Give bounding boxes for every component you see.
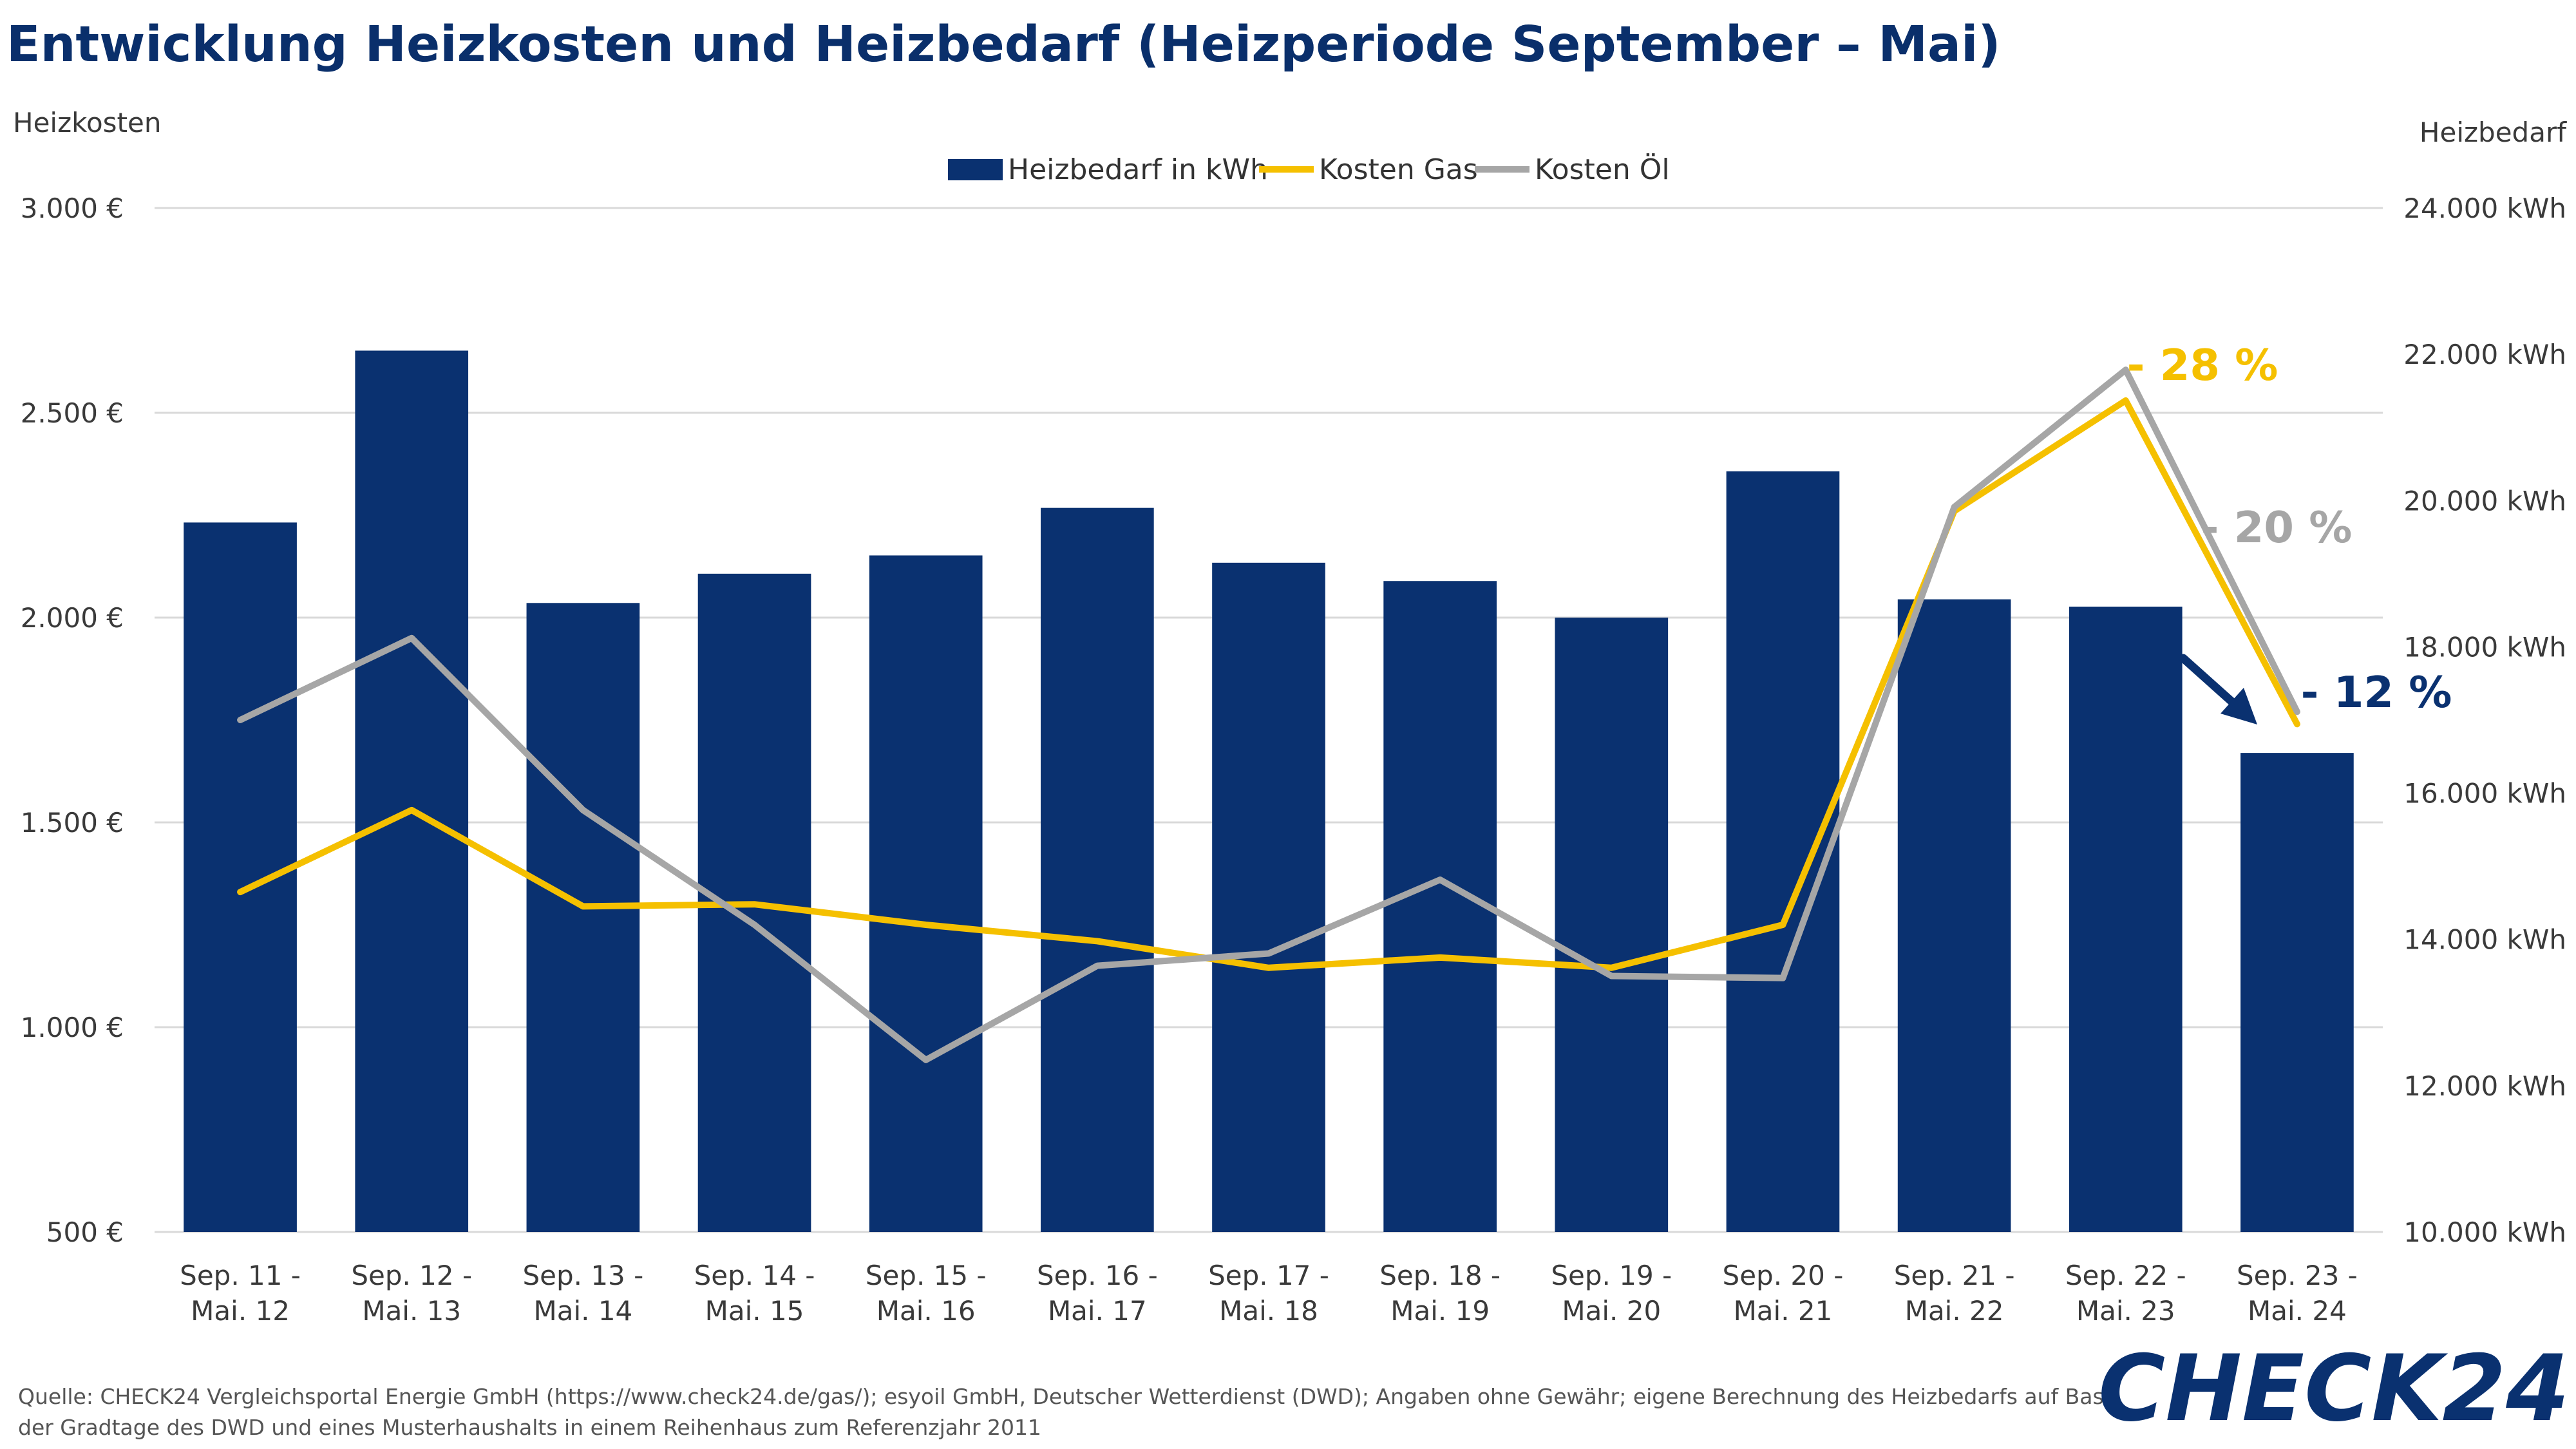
right-tick-label: 22.000 kWh [2403, 339, 2566, 370]
bar [1383, 581, 1497, 1232]
x-axis-ticks: Sep. 11 -Mai. 12 Sep. 12 -Mai. 13 Sep. 13 … [180, 1260, 2358, 1327]
x-tick-label: Sep. 11 -Mai. 12 [180, 1260, 301, 1327]
left-tick-label: 500 € [46, 1217, 124, 1248]
bar [869, 555, 983, 1232]
right-tick-label: 24.000 kWh [2403, 193, 2566, 224]
x-tick-label: Sep. 19 -Mai. 20 [1551, 1260, 1672, 1327]
arrow-icon [2179, 654, 2257, 724]
right-tick-label: 10.000 kWh [2403, 1217, 2566, 1248]
right-axis-ticks: 10.000 kWh 12.000 kWh 14.000 kWh 16.000 kWh… [2403, 193, 2566, 1248]
left-tick-label: 2.500 € [21, 397, 124, 429]
annotation-gas-percent: - 28 % [2127, 340, 2278, 390]
source-line-2: der Gradtage des DWD und eines Musterhau… [18, 1415, 1041, 1440]
x-tick-label: Sep. 20 -Mai. 21 [1723, 1260, 1844, 1327]
left-tick-label: 3.000 € [21, 193, 124, 224]
bar [1726, 471, 1840, 1232]
bar [526, 603, 640, 1232]
x-tick-label: Sep. 14 -Mai. 15 [694, 1260, 815, 1327]
series-line [237, 366, 2300, 1063]
annotation-heizbedarf-percent: - 12 % [2301, 667, 2452, 717]
bar [1212, 562, 1325, 1232]
right-tick-label: 16.000 kWh [2403, 778, 2566, 810]
bar [2069, 606, 2183, 1232]
bar [2240, 753, 2354, 1232]
x-tick-label: Sep. 21 -Mai. 22 [1894, 1260, 2015, 1327]
cost-lines [237, 366, 2300, 1063]
left-tick-label: 1.500 € [21, 807, 124, 838]
bar [1555, 618, 1669, 1232]
left-tick-label: 2.000 € [21, 602, 124, 634]
x-tick-label: Sep. 23 -Mai. 24 [2237, 1260, 2358, 1327]
source-line-1: Quelle: CHECK24 Vergleichsportal Energie… [18, 1384, 2121, 1409]
check24-logo: CHECK24 [2098, 1336, 2570, 1442]
bar [1897, 599, 2011, 1232]
chart-title: Entwicklung Heizkosten und Heizbedarf (H… [6, 16, 2001, 73]
legend: Heizbedarf in kWh Kosten Gas Kosten Öl [948, 153, 1670, 186]
x-tick-label: Sep. 17 -Mai. 18 [1208, 1260, 1329, 1327]
legend-label: Kosten Gas [1319, 153, 1478, 186]
bars-heizbedarf [184, 350, 2354, 1233]
legend-label: Heizbedarf in kWh [1008, 153, 1268, 186]
x-tick-label: Sep. 16 -Mai. 17 [1037, 1260, 1158, 1327]
bar [355, 350, 469, 1232]
right-tick-label: 18.000 kWh [2403, 631, 2566, 663]
right-tick-label: 20.000 kWh [2403, 485, 2566, 516]
right-axis-title: Heizbedarf [2420, 117, 2567, 148]
legend-label: Kosten Öl [1535, 153, 1670, 186]
annotation-oil-percent: - 20 % [2201, 502, 2353, 553]
bar [1041, 507, 1154, 1233]
right-tick-label: 12.000 kWh [2403, 1070, 2566, 1102]
right-tick-label: 14.000 kWh [2403, 924, 2566, 956]
left-axis-title: Heizkosten [13, 107, 161, 138]
x-tick-label: Sep. 12 -Mai. 13 [351, 1260, 472, 1327]
x-tick-label: Sep. 13 -Mai. 14 [522, 1260, 643, 1327]
left-tick-label: 1.000 € [21, 1012, 124, 1043]
x-tick-label: Sep. 15 -Mai. 16 [866, 1260, 987, 1327]
legend-swatch-bar [948, 159, 1003, 180]
x-tick-label: Sep. 22 -Mai. 23 [2065, 1260, 2186, 1327]
x-tick-label: Sep. 18 -Mai. 19 [1379, 1260, 1501, 1327]
bar [184, 522, 297, 1232]
left-axis-ticks: 500 € 1.000 € 1.500 € 2.000 € 2.500 € 3.000 € [21, 193, 124, 1248]
